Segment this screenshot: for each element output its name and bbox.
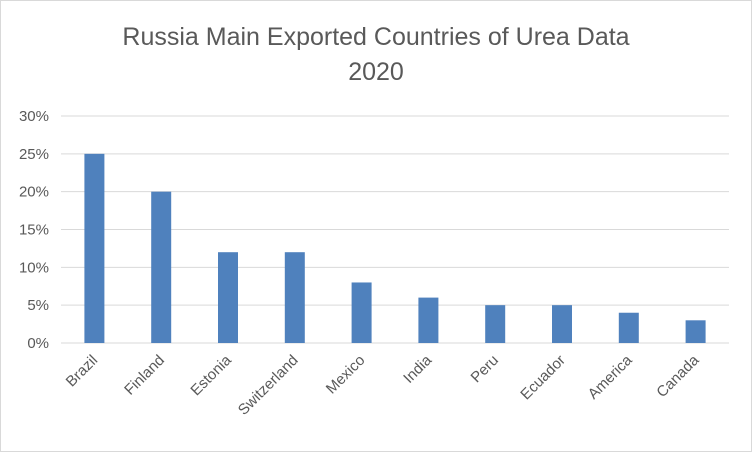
x-tick-label: Mexico xyxy=(323,352,369,398)
x-tick-label: Ecuador xyxy=(517,352,569,404)
bar-finland xyxy=(151,191,172,343)
y-tick-label: 5% xyxy=(27,297,49,314)
x-tick-label: Switzerland xyxy=(235,352,302,419)
bar-india xyxy=(418,297,439,343)
y-tick-label: 10% xyxy=(19,259,49,276)
x-tick-label: Peru xyxy=(468,352,502,386)
x-tick-label: Estonia xyxy=(187,351,235,399)
y-tick-label: 15% xyxy=(19,222,49,239)
y-tick-label: 30% xyxy=(19,108,49,125)
chart-subtitle: 2020 xyxy=(348,58,404,86)
bar-peru xyxy=(485,305,506,343)
x-tick-label: Finland xyxy=(121,352,168,399)
x-tick-label: America xyxy=(585,351,636,402)
chart-title: Russia Main Exported Countries of Urea D… xyxy=(122,23,630,51)
x-tick-label: Canada xyxy=(653,351,703,401)
y-tick-label: 0% xyxy=(27,335,49,352)
bar-estonia xyxy=(218,252,238,343)
bar-brazil xyxy=(84,153,105,343)
bar-switzerland xyxy=(284,252,305,343)
y-tick-label: 20% xyxy=(19,184,49,201)
bar-ecuador xyxy=(552,305,572,343)
bar-mexico xyxy=(351,282,372,343)
bar-america xyxy=(618,312,639,343)
y-tick-label: 25% xyxy=(19,146,49,163)
x-tick-label: Brazil xyxy=(63,352,102,391)
bar-canada xyxy=(685,320,706,343)
x-tick-label: India xyxy=(400,351,435,386)
